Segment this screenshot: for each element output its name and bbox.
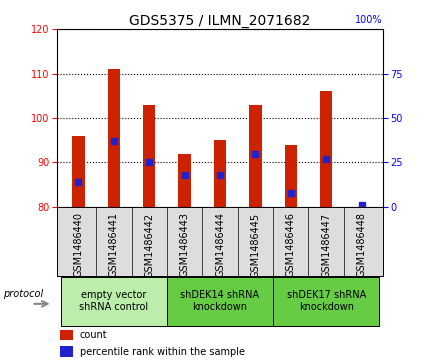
Title: GDS5375 / ILMN_2071682: GDS5375 / ILMN_2071682 xyxy=(129,14,311,28)
Text: GSM1486444: GSM1486444 xyxy=(215,212,225,277)
Text: shDEK17 shRNA
knockdown: shDEK17 shRNA knockdown xyxy=(286,290,366,312)
Text: empty vector
shRNA control: empty vector shRNA control xyxy=(79,290,148,312)
FancyBboxPatch shape xyxy=(61,277,167,326)
Text: GSM1486447: GSM1486447 xyxy=(321,212,331,278)
Text: GSM1486448: GSM1486448 xyxy=(356,212,367,277)
Bar xyxy=(214,140,226,207)
Bar xyxy=(143,105,155,207)
Text: shDEK14 shRNA
knockdown: shDEK14 shRNA knockdown xyxy=(180,290,260,312)
Bar xyxy=(60,330,73,340)
Text: count: count xyxy=(80,330,108,340)
Text: GSM1486442: GSM1486442 xyxy=(144,212,154,278)
Bar xyxy=(72,136,84,207)
Text: GSM1486445: GSM1486445 xyxy=(250,212,260,278)
Text: 100%: 100% xyxy=(356,16,383,25)
FancyBboxPatch shape xyxy=(167,277,273,326)
Bar xyxy=(178,154,191,207)
Text: GSM1486446: GSM1486446 xyxy=(286,212,296,277)
Text: GSM1486440: GSM1486440 xyxy=(73,212,84,277)
Text: percentile rank within the sample: percentile rank within the sample xyxy=(80,347,245,356)
Bar xyxy=(320,91,332,207)
Text: protocol: protocol xyxy=(3,289,43,299)
Text: GSM1486443: GSM1486443 xyxy=(180,212,190,277)
Bar xyxy=(285,144,297,207)
Bar xyxy=(60,346,73,357)
FancyBboxPatch shape xyxy=(273,277,379,326)
Text: GSM1486441: GSM1486441 xyxy=(109,212,119,277)
Bar xyxy=(108,69,120,207)
Bar xyxy=(249,105,262,207)
